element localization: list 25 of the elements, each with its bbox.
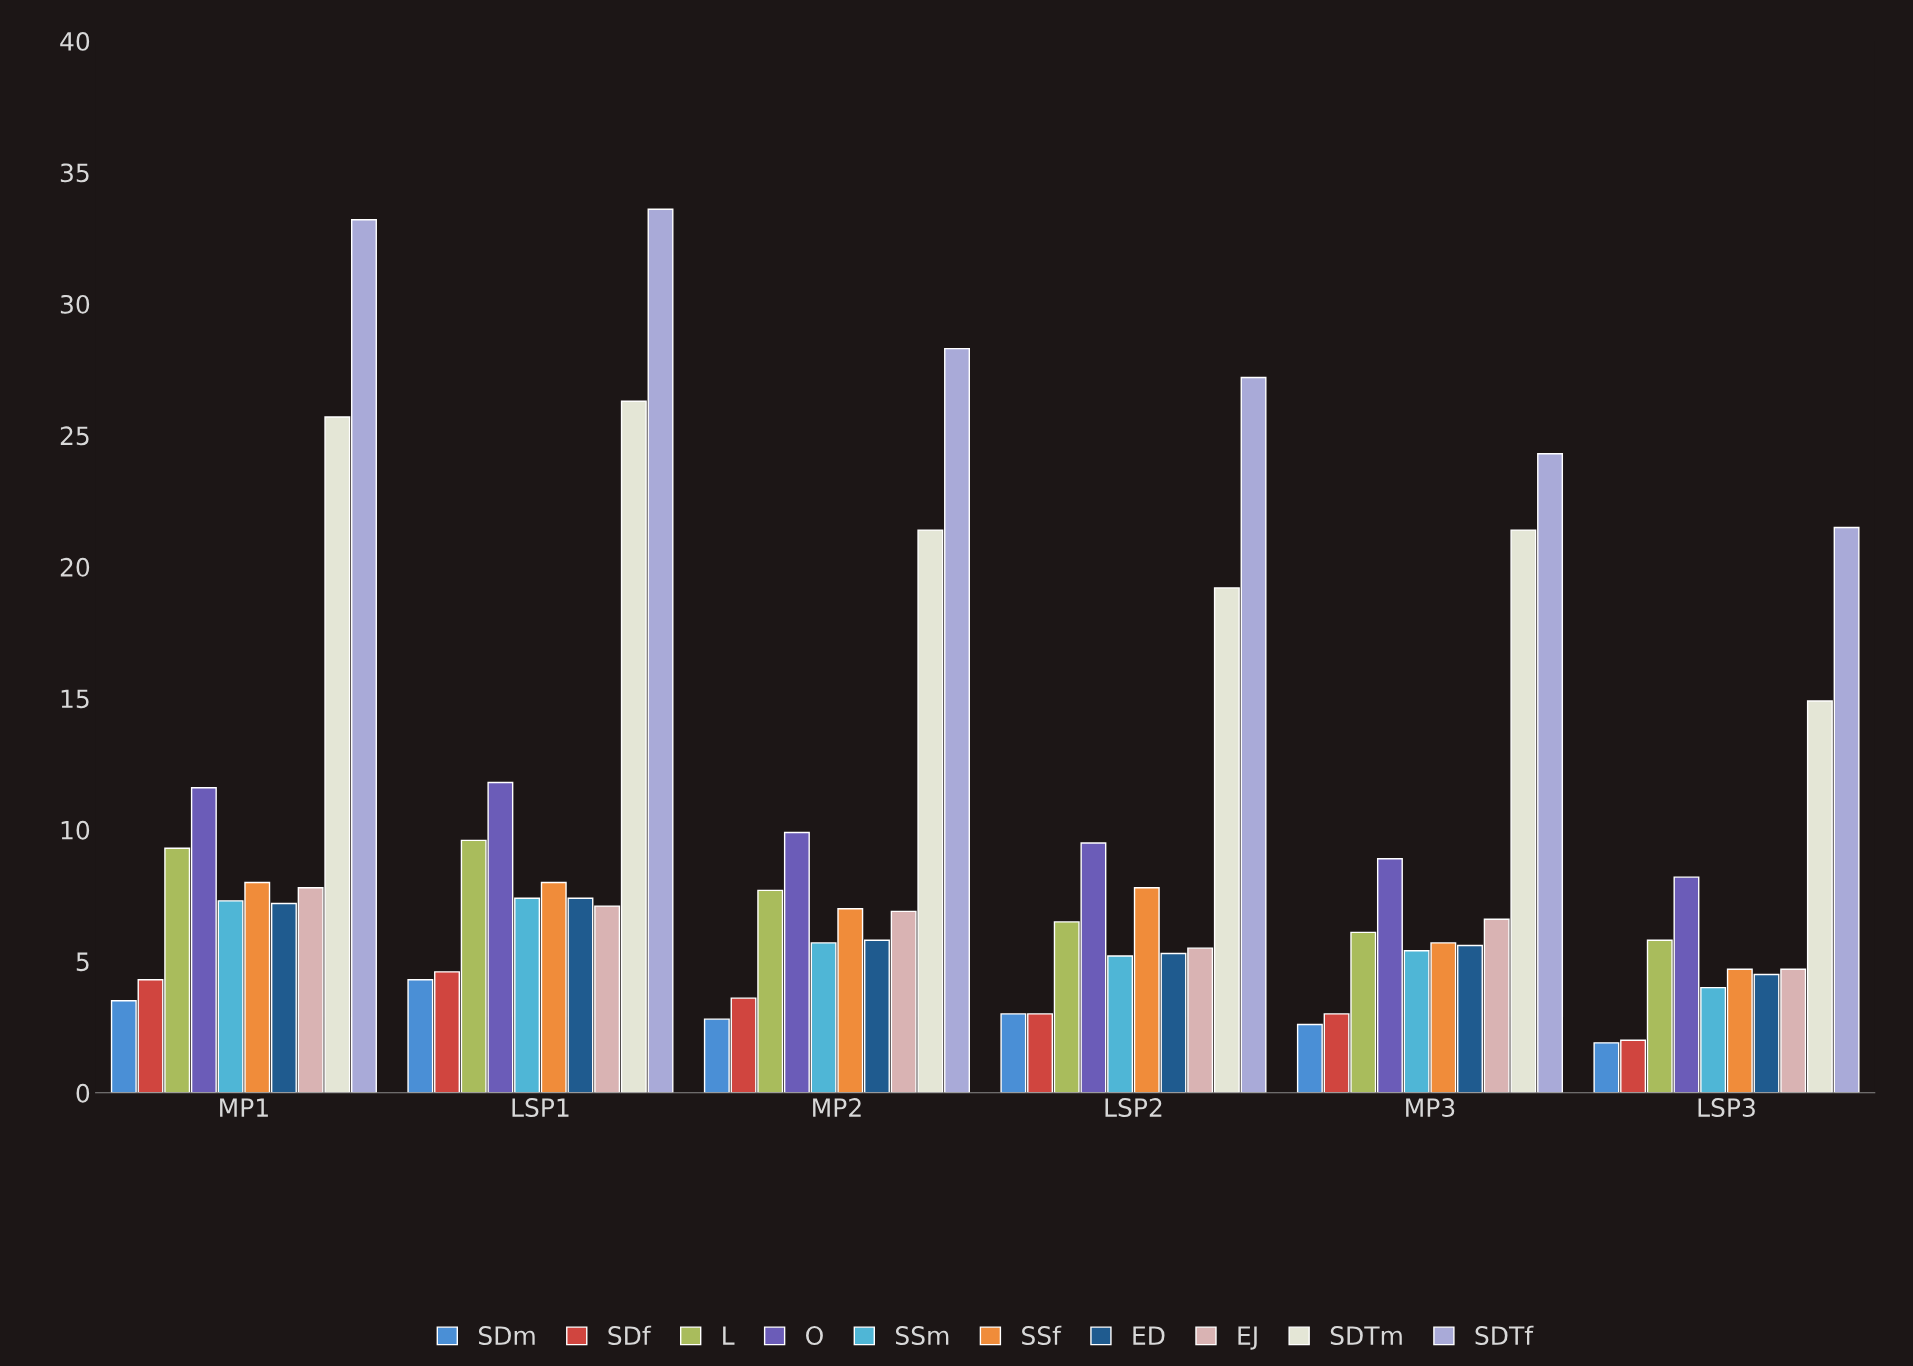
- legend-label: ED: [1133, 1326, 1165, 1345]
- legend-label: SDTm: [1330, 1326, 1402, 1346]
- legend-label: O: [806, 1326, 823, 1346]
- x-tick-label: MP2: [813, 1098, 861, 1117]
- x-tick-label: LSP3: [1698, 1098, 1755, 1118]
- legend-label: L: [723, 1326, 735, 1345]
- y-tick-label: 30: [60, 294, 90, 314]
- legend-label: EJ: [1238, 1326, 1257, 1350]
- legend-label: SSf: [1022, 1325, 1062, 1346]
- x-tick-label: LSP1: [512, 1098, 569, 1118]
- x-tick-label: LSP2: [1105, 1098, 1162, 1118]
- legend-label: SDm: [478, 1326, 535, 1346]
- legend-label: SDTf: [1475, 1325, 1534, 1346]
- y-tick-label: 0: [76, 1083, 90, 1103]
- legend-label: SDf: [608, 1325, 652, 1346]
- y-tick-label: 10: [61, 820, 90, 840]
- y-tick-label: 5: [76, 952, 89, 972]
- y-tick-label: 20: [60, 557, 90, 577]
- x-tick-label: MP3: [1406, 1098, 1455, 1118]
- legend-label: SSm: [895, 1326, 949, 1346]
- y-tick-label: 40: [60, 31, 90, 51]
- y-tick-label: 15: [61, 689, 89, 709]
- x-tick-label: MP1: [220, 1098, 268, 1117]
- y-tick-label: 35: [60, 163, 89, 183]
- y-tick-label: 25: [60, 426, 89, 446]
